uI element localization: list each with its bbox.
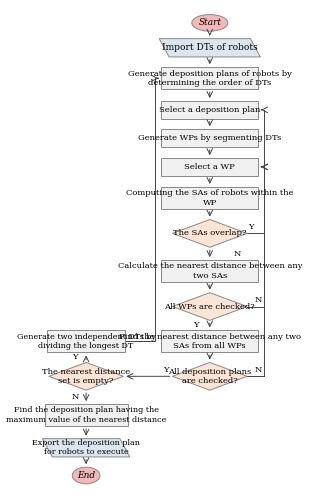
Text: Export the deposition plan
for robots to execute: Export the deposition plan for robots to… — [32, 439, 140, 456]
Text: Generate deposition plans of robots by
determining the order of DTs: Generate deposition plans of robots by d… — [128, 70, 292, 87]
Text: Generate WPs by segmenting DTs: Generate WPs by segmenting DTs — [138, 134, 281, 142]
Polygon shape — [172, 220, 247, 247]
Text: End: End — [77, 471, 95, 480]
FancyBboxPatch shape — [161, 260, 258, 282]
FancyBboxPatch shape — [161, 129, 258, 147]
Text: N: N — [71, 393, 79, 401]
Text: Select a WP: Select a WP — [184, 163, 235, 171]
Text: Find the nearest distance between any two
SAs from all WPs: Find the nearest distance between any tw… — [119, 333, 301, 350]
FancyBboxPatch shape — [161, 101, 258, 118]
Polygon shape — [172, 292, 247, 320]
Polygon shape — [49, 362, 123, 390]
FancyBboxPatch shape — [161, 330, 258, 352]
FancyBboxPatch shape — [45, 404, 128, 426]
Ellipse shape — [72, 467, 100, 484]
Text: Select a deposition plan: Select a deposition plan — [159, 106, 261, 114]
Text: Y: Y — [193, 322, 199, 330]
FancyBboxPatch shape — [161, 67, 258, 90]
Text: Import DTs of robots: Import DTs of robots — [162, 44, 258, 52]
Polygon shape — [42, 438, 130, 457]
Text: Computing the SAs of robots within the
WP: Computing the SAs of robots within the W… — [126, 190, 294, 206]
Text: N: N — [255, 296, 262, 304]
Text: All WPs are checked?: All WPs are checked? — [165, 302, 255, 310]
Text: Y: Y — [249, 222, 254, 230]
FancyBboxPatch shape — [161, 158, 258, 176]
Text: All deposition plans
are checked?: All deposition plans are checked? — [168, 368, 251, 385]
Ellipse shape — [192, 14, 228, 31]
Text: Y: Y — [72, 354, 78, 362]
Text: Y: Y — [164, 366, 169, 374]
Text: N: N — [234, 250, 241, 258]
Text: Start: Start — [198, 18, 221, 28]
Polygon shape — [159, 38, 260, 57]
Text: Generate two independent DTs by
dividing the longest DT: Generate two independent DTs by dividing… — [17, 333, 156, 350]
Text: Calculate the nearest distance between any
two SAs: Calculate the nearest distance between a… — [118, 262, 302, 280]
FancyBboxPatch shape — [161, 187, 258, 209]
Polygon shape — [172, 362, 247, 390]
Text: The nearest distance
set is empty?: The nearest distance set is empty? — [42, 368, 130, 385]
Text: N: N — [255, 366, 262, 374]
FancyBboxPatch shape — [47, 330, 125, 352]
Text: The SAs overlap?: The SAs overlap? — [173, 230, 246, 237]
Text: Find the deposition plan having the
maximum value of the nearest distance: Find the deposition plan having the maxi… — [6, 406, 166, 424]
